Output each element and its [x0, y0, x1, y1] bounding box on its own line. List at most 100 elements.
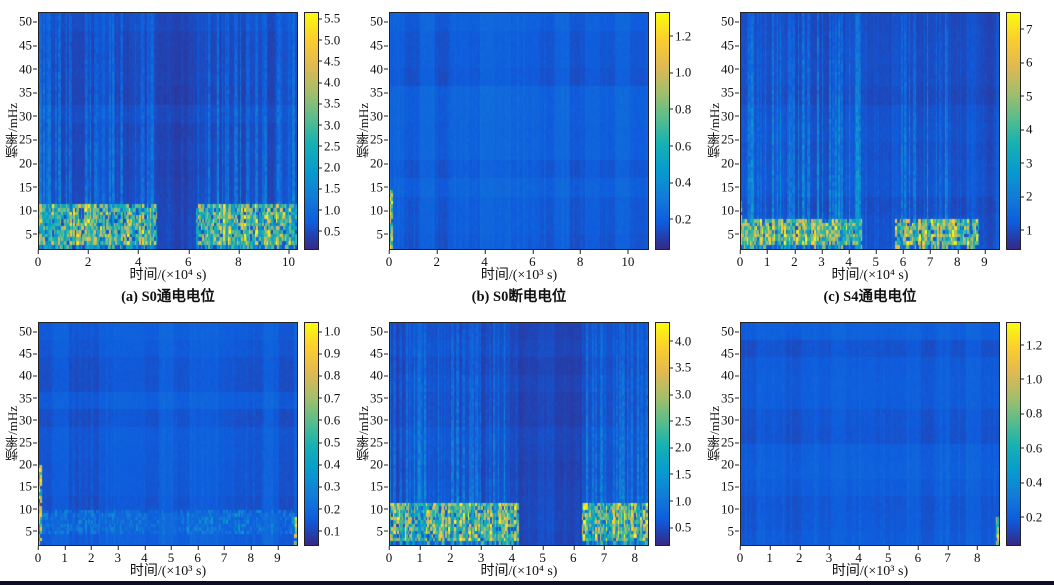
y-tick-label: 15 — [370, 478, 388, 494]
colorbar-tick-label: 1.0 — [318, 323, 341, 339]
x-tick-labels: 0 1 2 3 4 5 6 7 8 9 — [737, 250, 998, 268]
y-tick-label: 50 — [19, 13, 37, 29]
x-tick-label: 0 — [737, 250, 743, 268]
colorbar-tick-label: 0.5 — [318, 223, 341, 239]
colorbar-column: 0.5 1.0 1.5 2.0 2.5 3.0 3.5 4.0 — [655, 322, 702, 547]
panel-caption: (a) S0通电电位 — [121, 288, 215, 305]
colorbar-tick-label: 5.0 — [318, 32, 341, 48]
x-axis-label: 时间/(×10³ s) — [831, 564, 909, 580]
panel-caption: (c) S4通电电位 — [823, 288, 917, 305]
colorbar-tick-labels: 0.2 0.4 0.6 0.8 1.0 1.2 — [1020, 322, 1053, 544]
colorbar-tick-label: 1.0 — [669, 493, 692, 509]
y-tick-label: 30 — [19, 412, 37, 428]
y-axis-label-column: 频率/mHz — [706, 12, 722, 248]
y-tick-label: 5 — [727, 523, 739, 539]
x-tick-label: 0 — [35, 546, 41, 564]
plot-area — [740, 12, 1000, 250]
y-tick-label: 35 — [721, 390, 739, 406]
x-tick-label: 4 — [481, 250, 488, 268]
y-tick-label: 30 — [721, 412, 739, 428]
x-tick-label: 7 — [221, 546, 227, 564]
x-tick-label: 7 — [601, 546, 607, 564]
x-tick-label: 3 — [478, 546, 484, 564]
plot-area — [740, 322, 1000, 547]
bottom-edge-bar — [0, 581, 1054, 585]
colorbar-tick-label: 0.3 — [318, 478, 341, 494]
colorbar-tick-label: 0.8 — [669, 101, 692, 117]
colorbar-tick-label: 0.4 — [669, 174, 692, 190]
y-axis-label-column: 频率/mHz — [355, 12, 371, 248]
colorbar-tick-label: 0.4 — [1020, 474, 1043, 490]
y-tick-label: 15 — [721, 478, 739, 494]
plot-area — [389, 12, 649, 250]
x-tick-label: 6 — [194, 546, 201, 564]
colorbar-tick-label: 1.2 — [1020, 337, 1043, 353]
heatmap-canvas — [390, 323, 648, 546]
x-tick-label: 5 — [873, 250, 879, 268]
x-tick-label: 6 — [185, 250, 192, 268]
colorbar-tick-label: 0.5 — [318, 434, 341, 450]
x-tick-label: 2 — [791, 250, 798, 268]
colorbar-tick-label: 0.2 — [1020, 509, 1043, 525]
y-tick-labels: 5 10 15 20 25 30 35 40 45 50 — [721, 12, 740, 248]
colorbar-tick-label: 1.5 — [318, 180, 341, 196]
spectrogram-panel: 频率/mHz 5 10 15 20 25 30 35 40 45 50 0 2 4 6 8 10 时间/(×… — [351, 12, 702, 306]
y-tick-label: 5 — [376, 523, 388, 539]
y-tick-label: 40 — [721, 367, 739, 383]
colorbar-tick-label: 0.1 — [318, 523, 341, 539]
colorbar-tick-label: 1.0 — [318, 202, 341, 218]
plot-area — [389, 322, 649, 547]
colorbar-tick-label: 7 — [1021, 21, 1033, 37]
x-tick-label: 6 — [900, 250, 906, 268]
x-tick-label: 8 — [974, 546, 980, 564]
panel-caption: (b) S0断电电位 — [471, 288, 567, 305]
plot-column: 0 1 2 3 4 5 6 7 8 9 时间/(×10⁴ s) (c) S4通电电位 — [737, 12, 1000, 306]
spectrogram-panel: 频率/mHz 5 10 15 20 25 30 35 40 45 50 0 2 4 6 8 10 时间/(×… — [0, 12, 351, 306]
x-tick-label: 6 — [529, 250, 536, 268]
plot-column: 0 1 2 3 4 5 6 7 8 时间/(×10⁴ s) — [386, 322, 649, 581]
y-axis-label-column: 频率/mHz — [355, 322, 371, 544]
x-tick-label: 3 — [115, 546, 121, 564]
x-tick-label: 4 — [855, 546, 862, 564]
x-tick-labels: 0 2 4 6 8 10 — [35, 250, 296, 268]
y-tick-label: 25 — [19, 434, 37, 450]
colorbar-tick-label: 1.0 — [669, 64, 692, 80]
colorbar-tick-label: 1.0 — [1020, 371, 1043, 387]
colorbar-tick-label: 3.5 — [669, 359, 692, 375]
x-tick-label: 7 — [944, 546, 951, 564]
colorbar — [655, 322, 670, 547]
y-tick-label: 10 — [370, 202, 388, 218]
x-axis-label: 时间/(×10⁴ s) — [129, 268, 207, 283]
y-tick-label: 5 — [25, 226, 37, 242]
y-tick-label: 40 — [19, 367, 37, 383]
y-tick-label: 50 — [721, 13, 739, 29]
x-tick-label: 3 — [818, 250, 825, 268]
y-tick-label: 45 — [370, 345, 388, 361]
y-tick-labels: 5 10 15 20 25 30 35 40 45 50 — [370, 12, 389, 248]
y-tick-label: 10 — [721, 501, 739, 517]
x-tick-label: 3 — [826, 546, 832, 564]
y-tick-label: 50 — [19, 323, 37, 339]
colorbar-tick-label: 6 — [1021, 54, 1033, 70]
y-tick-label: 20 — [370, 155, 388, 171]
y-tick-label: 5 — [25, 523, 37, 539]
x-tick-label: 2 — [796, 546, 803, 564]
colorbar-tick-label: 0.7 — [318, 390, 341, 406]
colorbar-tick-label: 0.4 — [318, 456, 341, 472]
y-tick-label: 45 — [721, 345, 739, 361]
x-tick-label: 1 — [61, 546, 68, 564]
x-axis-label: 时间/(×10³ s) — [129, 564, 207, 580]
heatmap-canvas — [39, 13, 297, 249]
y-tick-label: 35 — [370, 84, 388, 100]
y-tick-label: 45 — [19, 37, 37, 53]
y-tick-label: 10 — [721, 202, 739, 218]
x-axis-label: 时间/(×10⁴ s) — [480, 564, 558, 580]
colorbar-tick-label: 0.5 — [669, 519, 692, 535]
colorbar — [1006, 12, 1021, 250]
x-tick-label: 8 — [631, 546, 638, 564]
colorbar-tick-label: 0.6 — [669, 138, 692, 154]
